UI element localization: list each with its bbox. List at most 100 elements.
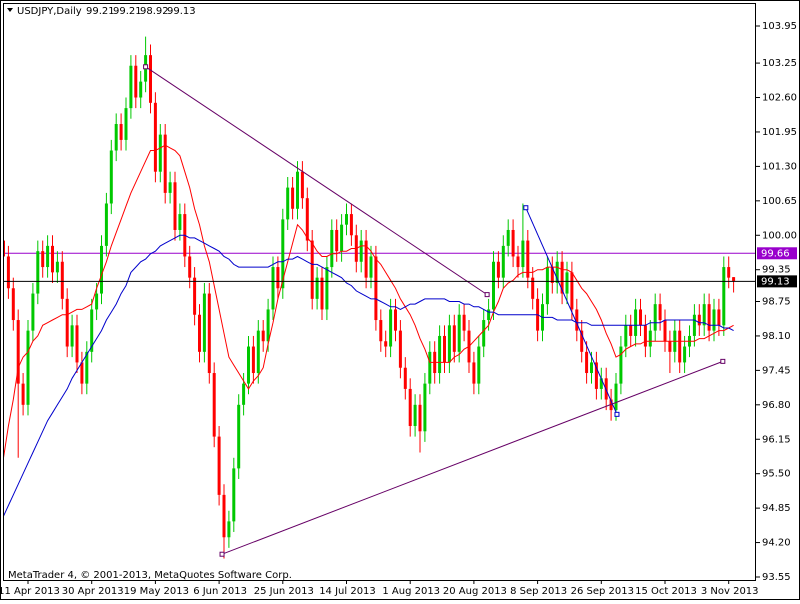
candle-body <box>516 256 520 268</box>
candle-body <box>511 229 515 257</box>
moving-average <box>4 234 734 517</box>
y-tick-label: 94.20 <box>762 538 791 549</box>
candle-body <box>438 335 442 374</box>
candle-body <box>496 261 500 278</box>
candle-body <box>384 341 388 347</box>
candle-body <box>614 383 618 411</box>
candle-body <box>114 124 118 151</box>
y-tick-label: 100.65 <box>762 196 797 207</box>
y-tick-label: 96.15 <box>762 434 791 445</box>
candle-body <box>134 65 138 98</box>
candle-body <box>663 320 667 342</box>
candle-body <box>443 335 446 363</box>
trendline <box>221 360 723 555</box>
x-tick-label: 26 Sep 2013 <box>571 586 634 597</box>
candle-body <box>403 367 407 389</box>
candle-body <box>320 277 324 310</box>
candle-body <box>585 351 589 374</box>
y-tick-label: 101.95 <box>762 127 797 138</box>
trendline-handle <box>614 411 620 417</box>
candle-body <box>119 124 123 140</box>
chart-menu-icon[interactable] <box>7 8 13 12</box>
candle-body <box>364 240 368 278</box>
y-tick-label: 97.45 <box>762 365 791 376</box>
y-tick-label: 100.00 <box>762 230 797 241</box>
candle-body <box>678 330 682 363</box>
candle-body <box>447 325 451 363</box>
candle-body <box>717 309 721 326</box>
candle-body <box>555 261 559 283</box>
level-label-box <box>757 247 797 260</box>
candle-body <box>413 404 417 427</box>
current-price-box <box>757 275 797 288</box>
candle-body <box>398 330 402 368</box>
trendline-handle <box>720 358 726 364</box>
candle-body <box>369 256 373 278</box>
candle-body <box>472 362 476 384</box>
candle-body <box>619 346 623 384</box>
candle-body <box>36 251 40 294</box>
candle-body <box>545 267 549 305</box>
level-label: 99.66 <box>761 248 790 259</box>
candle-body <box>227 521 231 538</box>
candle-body <box>55 261 59 273</box>
candle-body <box>374 256 378 321</box>
candle-body <box>658 304 662 321</box>
candle-body <box>207 293 211 374</box>
candle-body <box>16 320 20 384</box>
candle-body <box>310 240 314 299</box>
candle-body <box>379 320 383 342</box>
candle-body <box>668 341 672 352</box>
candle-body <box>90 309 94 352</box>
candle-body <box>408 388 412 427</box>
candle-body <box>212 373 216 437</box>
candle-body <box>325 267 329 310</box>
y-tick-label: 102.60 <box>762 93 797 104</box>
candle-body <box>634 309 638 336</box>
x-tick-label: 30 Apr 2013 <box>62 586 124 597</box>
candle-body <box>129 65 133 109</box>
candle-body <box>560 261 564 294</box>
candle-body <box>217 436 221 495</box>
candle-body <box>643 325 647 347</box>
candle-body <box>31 293 35 331</box>
x-tick-label: 20 Aug 2013 <box>443 586 507 597</box>
candle-body <box>21 383 25 405</box>
y-tick-label: 103.95 <box>762 21 797 32</box>
chart-title: USDJPY,Daily <box>17 6 82 17</box>
candle-body <box>692 314 696 336</box>
candle-body <box>305 198 309 241</box>
header-high: 99.21 <box>113 6 142 17</box>
footer: MetaTrader 4, © 2001-2013, MetaQuotes So… <box>8 570 292 581</box>
candle-body <box>639 309 642 326</box>
candle-body <box>531 277 535 299</box>
candle-body <box>330 229 334 268</box>
candle-body <box>599 378 603 389</box>
candle-body <box>222 494 226 538</box>
candle-body <box>286 187 290 220</box>
y-tick-label: 101.30 <box>762 161 797 172</box>
candle-body <box>653 304 657 331</box>
candle-body <box>394 309 397 331</box>
x-tick-label: 19 May 2013 <box>124 586 189 597</box>
header-open: 99.21 <box>86 6 115 17</box>
candle-body <box>550 267 554 283</box>
current-price-label: 99.13 <box>761 276 790 287</box>
candle-body <box>247 346 250 384</box>
candle-body <box>261 330 265 342</box>
candle-body <box>6 256 10 289</box>
candle-body <box>178 214 182 230</box>
candle-body <box>276 267 280 289</box>
moving-average <box>4 144 734 458</box>
candle-body <box>580 330 584 352</box>
candle-body <box>492 261 495 310</box>
candle-body <box>80 362 84 384</box>
trendline <box>145 66 488 296</box>
candle-body <box>163 134 167 193</box>
candle-body <box>594 362 598 389</box>
candle-body <box>727 267 731 278</box>
candle-body <box>389 309 393 347</box>
candle-body <box>173 182 177 230</box>
